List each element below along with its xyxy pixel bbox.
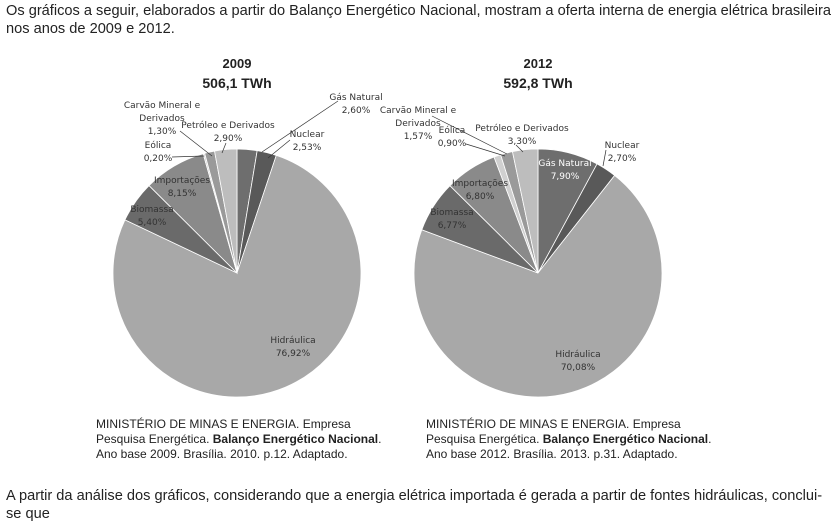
leader-line-petroleo [515,144,524,153]
pie-chart-2012: 2012 592,8 TWh Gás Natural 7,90% Nuclear 2,70… [380,56,663,398]
chart-title: 2009 [223,56,252,71]
data-label-eolica: 0,90% [438,139,467,149]
leader-line-nuclear [267,139,291,159]
pie-slice-petroleo [512,148,539,274]
data-label-eolica: 0,20% [144,154,173,164]
source-suffix: . Ano base 2012. Brasília. 2013. p.31. A… [426,432,712,461]
pie-chart-2009: 2009 506,1 TWh Gás Natural 2,60% Nuclear 2,53… [112,56,383,398]
source-citation-2009: MINISTÉRIO DE MINAS E ENERGIA. Empresa P… [96,417,396,462]
slice-label-nuclear: Nuclear [605,141,640,151]
leader-line-petroleo [221,142,227,154]
data-label-importacoes: 8,15% [168,189,197,199]
slice-label-biomassa: Biomassa [130,205,173,215]
data-label-importacoes: 6,80% [466,192,495,202]
source-suffix: . Ano base 2009. Brasília. 2010. p.12. A… [96,432,382,461]
slice-label-importacoes: Importações [154,176,210,186]
leader-line-nuclear [602,149,607,167]
slice-label-nuclear: Nuclear [290,130,325,140]
slice-label-hidraulica: Hidráulica [555,350,600,360]
pie-charts: 2009 506,1 TWh Gás Natural 2,60% Nuclear 2,53… [112,56,663,398]
data-label-hidraulica: 76,92% [276,349,311,359]
intro-paragraph: Os gráficos a seguir, elaborados a parti… [6,3,831,37]
source-prefix: MINISTÉRIO DE MINAS E ENERGIA. Empresa P… [426,417,681,446]
slice-label-hidraulica: Hidráulica [270,336,315,346]
chart-subtitle: 592,8 TWh [503,75,572,91]
leader-line-eolica [465,143,506,157]
chart-title: 2012 [524,56,553,71]
data-label-biomassa: 5,40% [138,218,167,228]
leader-line-gas [261,100,339,153]
slice-label-carvao: Derivados [139,114,185,124]
data-label-petroleo: 3,30% [508,137,537,147]
slice-label-eolica: Eólica [439,125,466,136]
data-label-nuclear: 2,53% [293,143,322,153]
data-label-gas: 7,90% [551,172,580,182]
chart-subtitle: 506,1 TWh [202,75,271,91]
slice-label-biomassa: Biomassa [430,208,473,218]
data-label-carvao: 1,30% [148,127,177,137]
slice-label-carvao: Carvão Mineral e [380,106,457,116]
leader-line-carvao [431,115,508,155]
slice-label-eolica: Eólica [145,140,172,151]
data-label-gas: 2,60% [342,106,371,116]
slice-label-importacoes: Importações [452,179,508,189]
slice-label-carvao: Carvão Mineral e [124,101,201,111]
pie-slice-petroleo [214,148,238,274]
slice-label-carvao: Derivados [395,119,441,129]
leader-line-eolica [171,155,205,158]
data-label-nuclear: 2,70% [608,154,637,164]
data-label-carvao: 1,57% [404,132,433,142]
slice-label-petroleo: Petróleo e Derivados [475,123,569,134]
pie-slice-hidraulica [413,174,663,398]
slice-label-gas: Gás Natural [329,93,382,103]
slice-label-gas: Gás Natural [538,159,591,169]
source-title: Balanço Energético Nacional [542,432,709,446]
data-label-petroleo: 2,90% [214,134,243,144]
pie-slice-hidraulica [112,154,362,398]
data-label-biomassa: 6,77% [438,221,467,231]
source-prefix: MINISTÉRIO DE MINAS E ENERGIA. Empresa P… [96,417,351,446]
slice-label-petroleo: Petróleo e Derivados [181,120,275,131]
data-label-hidraulica: 70,08% [561,363,596,373]
source-title: Balanço Energético Nacional [212,432,379,446]
leader-line-carvao [179,130,213,157]
source-citation-2012: MINISTÉRIO DE MINAS E ENERGIA. Empresa P… [426,417,726,462]
conclusion-paragraph: A partir da análise dos gráficos, consid… [6,488,823,522]
